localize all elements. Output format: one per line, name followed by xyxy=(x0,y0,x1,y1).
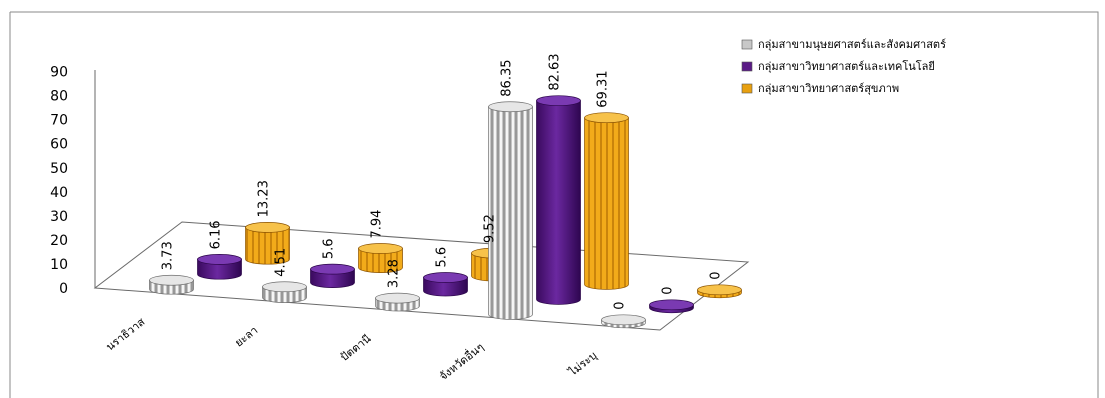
bar-top xyxy=(375,292,420,304)
data-label: 5.6 xyxy=(322,238,337,259)
y-tick-label: 50 xyxy=(50,161,68,177)
data-label: 3.28 xyxy=(387,259,402,288)
data-label: 5.6 xyxy=(435,247,450,268)
bar-body xyxy=(536,100,581,305)
data-label: 0 xyxy=(661,287,676,295)
legend-label: กลุ่มสาขาวิทยาศาสตร์สุขภาพ xyxy=(758,82,899,95)
bar-top xyxy=(262,281,307,293)
y-tick-label: 10 xyxy=(50,257,68,273)
bar-top xyxy=(358,243,403,254)
y-tick-label: 80 xyxy=(50,89,68,105)
bar-body xyxy=(358,248,403,273)
x-category-label: ปัตตานี xyxy=(338,332,374,364)
bar-top xyxy=(536,95,581,107)
bar-2-4 xyxy=(697,284,742,299)
y-tick-label: 30 xyxy=(50,209,68,225)
legend-label: กลุ่มสาขามนุษยศาสตร์และสังคมศาสตร์ xyxy=(758,38,946,51)
bar-top xyxy=(310,263,355,275)
data-label: 7.94 xyxy=(370,210,385,239)
bar-top xyxy=(584,112,629,124)
legend-swatch xyxy=(741,61,753,72)
bar-top xyxy=(149,274,194,286)
legend-swatch xyxy=(741,83,753,94)
bar-top xyxy=(197,254,242,265)
bar-body xyxy=(245,227,290,265)
bar-1-4 xyxy=(649,299,694,314)
data-label: 4.51 xyxy=(274,248,289,277)
data-label: 86.35 xyxy=(500,60,515,97)
bar-top xyxy=(649,299,694,311)
bar-0-3 xyxy=(488,101,533,320)
y-tick-label: 20 xyxy=(50,233,68,249)
bar-0-4 xyxy=(601,314,646,329)
bar-0-1 xyxy=(262,281,307,303)
bar-0-0 xyxy=(149,274,194,295)
y-tick-label: 70 xyxy=(50,113,68,129)
bar-top xyxy=(245,222,290,233)
data-label: 82.63 xyxy=(548,53,563,90)
x-category-label: จังหวัดอื่นๆ xyxy=(436,339,487,383)
x-category-label: นราธิวาส xyxy=(104,315,148,353)
data-label: 9.52 xyxy=(483,214,498,243)
bar-2-1 xyxy=(358,243,403,273)
bar-top xyxy=(423,272,468,283)
data-label: 6.16 xyxy=(209,220,224,249)
bar-body xyxy=(197,259,242,280)
bar-top xyxy=(697,284,742,296)
bar-1-2 xyxy=(423,272,468,297)
data-label: 13.23 xyxy=(257,180,272,217)
bar-2-3 xyxy=(584,112,629,290)
data-label: 0 xyxy=(613,302,628,310)
y-tick-label: 60 xyxy=(50,137,68,153)
data-label: 0 xyxy=(709,272,724,280)
bar-1-0 xyxy=(197,254,242,280)
y-tick-label: 40 xyxy=(50,185,68,201)
bar-body xyxy=(584,117,629,290)
y-tick-label: 90 xyxy=(50,65,68,81)
floor-plane xyxy=(93,221,750,331)
bar-2-0 xyxy=(245,222,290,265)
bar-1-3 xyxy=(536,95,581,305)
x-category-label: ไม่ระบุ xyxy=(566,349,600,379)
bar-1-1 xyxy=(310,263,355,288)
bar-top xyxy=(488,101,533,113)
y-tick-label: 0 xyxy=(59,281,68,297)
legend-swatch xyxy=(741,39,753,50)
legend-label: กลุ่มสาขาวิทยาศาสตร์และเทคโนโลยี xyxy=(758,59,935,73)
data-label: 69.31 xyxy=(596,70,611,107)
chart-border xyxy=(10,11,1099,398)
bar-top xyxy=(601,314,646,326)
bar-0-2 xyxy=(375,292,420,312)
bar-body xyxy=(488,106,533,320)
data-label: 3.73 xyxy=(161,241,176,270)
x-category-label: ยะลา xyxy=(232,324,260,350)
